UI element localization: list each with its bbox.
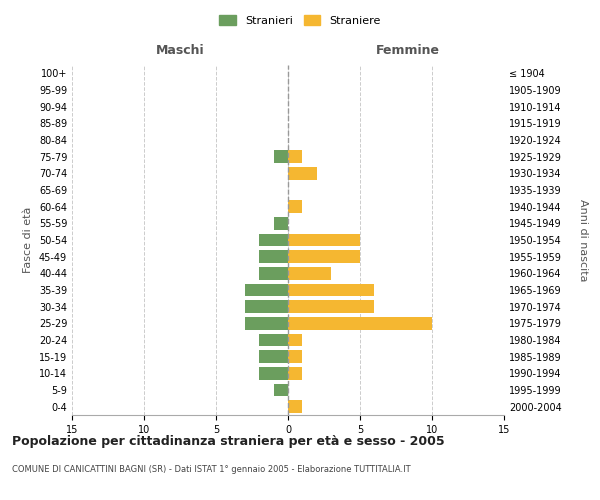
Text: Maschi: Maschi	[155, 44, 205, 58]
Bar	[259, 367, 288, 380]
Bar	[288, 350, 302, 363]
Bar	[259, 334, 288, 346]
Bar	[288, 150, 302, 163]
Bar	[288, 250, 360, 263]
Bar	[288, 367, 302, 380]
Bar	[274, 217, 288, 230]
Y-axis label: Anni di nascita: Anni di nascita	[578, 198, 589, 281]
Bar	[288, 317, 432, 330]
Bar	[259, 234, 288, 246]
Bar	[288, 300, 374, 313]
Bar	[274, 150, 288, 163]
Bar	[288, 234, 360, 246]
Bar	[288, 284, 374, 296]
Y-axis label: Fasce di età: Fasce di età	[23, 207, 33, 273]
Bar	[288, 267, 331, 280]
Bar	[245, 284, 288, 296]
Text: COMUNE DI CANICATTINI BAGNI (SR) - Dati ISTAT 1° gennaio 2005 - Elaborazione TUT: COMUNE DI CANICATTINI BAGNI (SR) - Dati …	[12, 465, 410, 474]
Bar	[274, 384, 288, 396]
Bar	[288, 167, 317, 179]
Bar	[288, 200, 302, 213]
Legend: Stranieri, Straniere: Stranieri, Straniere	[215, 10, 385, 30]
Bar	[259, 267, 288, 280]
Text: Femmine: Femmine	[376, 44, 440, 58]
Bar	[259, 350, 288, 363]
Bar	[259, 250, 288, 263]
Bar	[288, 334, 302, 346]
Bar	[245, 317, 288, 330]
Bar	[288, 400, 302, 413]
Bar	[245, 300, 288, 313]
Text: Popolazione per cittadinanza straniera per età e sesso - 2005: Popolazione per cittadinanza straniera p…	[12, 435, 445, 448]
